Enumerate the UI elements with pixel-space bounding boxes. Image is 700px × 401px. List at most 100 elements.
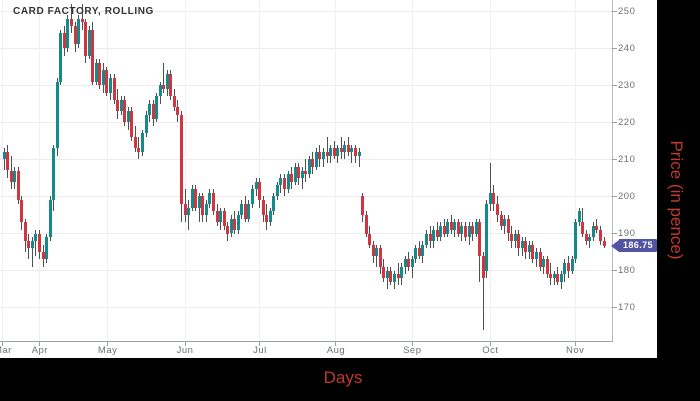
candle-wick xyxy=(35,229,37,256)
candle-body xyxy=(464,226,468,238)
candle-body xyxy=(535,252,539,260)
y-tick xyxy=(612,270,617,272)
candle-body xyxy=(109,77,112,93)
candle-body xyxy=(215,211,219,223)
candle-body xyxy=(282,177,286,190)
candle-body xyxy=(403,259,407,267)
candle-body xyxy=(194,189,198,208)
x-tick-label: Mar xyxy=(0,345,12,356)
candle-body xyxy=(297,166,301,178)
candle-wick xyxy=(31,237,33,267)
x-tick-label: Apr xyxy=(31,345,48,356)
candle-body xyxy=(421,244,425,256)
candle-body xyxy=(158,85,162,97)
candle-body xyxy=(183,203,187,215)
candle-body xyxy=(144,114,148,134)
candle-body xyxy=(169,74,173,97)
candle-body xyxy=(506,218,510,234)
candle-body xyxy=(520,240,524,249)
h-gridline xyxy=(0,121,612,123)
candle-body xyxy=(471,226,475,234)
h-gridline xyxy=(0,233,612,234)
candle-body xyxy=(258,181,262,201)
candle-body xyxy=(268,211,272,223)
candle-body xyxy=(350,148,354,152)
candle-body xyxy=(499,214,503,227)
y-tick xyxy=(612,233,617,234)
candle-body xyxy=(187,207,191,215)
candle-body xyxy=(226,226,230,234)
candle-body xyxy=(581,222,585,234)
y-tick-label: 220 xyxy=(618,116,636,128)
candle-body xyxy=(66,18,70,49)
candle-body xyxy=(13,170,17,182)
v-gridline xyxy=(259,0,261,341)
candle-body xyxy=(460,226,464,234)
candle-body xyxy=(133,137,137,149)
candle-body xyxy=(9,170,13,182)
candle-wick xyxy=(589,233,591,249)
candle-body xyxy=(339,148,343,152)
candle-body xyxy=(94,63,98,82)
candle-wick xyxy=(596,218,598,234)
marker-price-label: 186.75 xyxy=(619,239,657,253)
candle-body xyxy=(307,159,311,175)
candle-body xyxy=(385,270,389,278)
candle-wick xyxy=(358,148,360,167)
candle-body xyxy=(165,74,169,89)
candle-body xyxy=(77,18,81,45)
candle-wick xyxy=(163,63,165,93)
h-gridline xyxy=(0,10,612,12)
candle-body xyxy=(197,196,201,208)
y-tick xyxy=(612,10,617,12)
y-tick xyxy=(612,158,617,160)
x-tick-label: May xyxy=(97,345,118,356)
candle-body xyxy=(531,244,535,260)
h-gridline xyxy=(0,47,612,49)
candle-body xyxy=(204,203,208,215)
candle-body xyxy=(208,192,212,204)
candle-body xyxy=(251,189,255,204)
candle-body xyxy=(162,85,166,89)
candle-body xyxy=(325,151,329,156)
x-tick xyxy=(2,341,4,346)
candle-body xyxy=(219,211,223,223)
candle-body xyxy=(140,133,144,152)
candle-body xyxy=(98,63,102,86)
y-tick-label: 250 xyxy=(618,5,636,17)
x-tick-label: Nov xyxy=(566,345,585,356)
candle-body xyxy=(190,189,194,208)
candle-body xyxy=(300,170,304,178)
candle-body xyxy=(123,100,127,123)
y-tick-label: 190 xyxy=(618,228,636,239)
candle-body xyxy=(254,181,258,190)
chart-title: CARD FACTORY, ROLLING xyxy=(13,6,154,17)
candle-body xyxy=(314,151,318,167)
candle-body xyxy=(563,263,567,275)
candle-body xyxy=(453,222,457,230)
v-gridline xyxy=(107,0,109,341)
candle-body xyxy=(87,29,91,56)
candle-wick xyxy=(582,207,584,238)
candle-body xyxy=(34,233,38,241)
candle-body xyxy=(538,252,542,267)
candle-body xyxy=(48,200,52,238)
candle-body xyxy=(424,233,428,245)
candle-body xyxy=(240,203,244,215)
candle-body xyxy=(527,244,531,253)
x-tick xyxy=(184,341,186,346)
y-tick xyxy=(612,195,617,197)
h-gridline xyxy=(0,307,612,309)
candle-body xyxy=(243,203,247,219)
candle-body xyxy=(393,274,397,282)
candle-body xyxy=(353,148,357,156)
candle-body xyxy=(151,103,155,119)
candle-body xyxy=(357,151,361,156)
candle-body xyxy=(180,114,183,204)
candle-body xyxy=(91,29,95,82)
candle-body xyxy=(584,233,588,241)
x-tick-label: Jun xyxy=(176,345,194,356)
plot-area[interactable] xyxy=(0,0,613,342)
v-gridline xyxy=(411,0,413,341)
